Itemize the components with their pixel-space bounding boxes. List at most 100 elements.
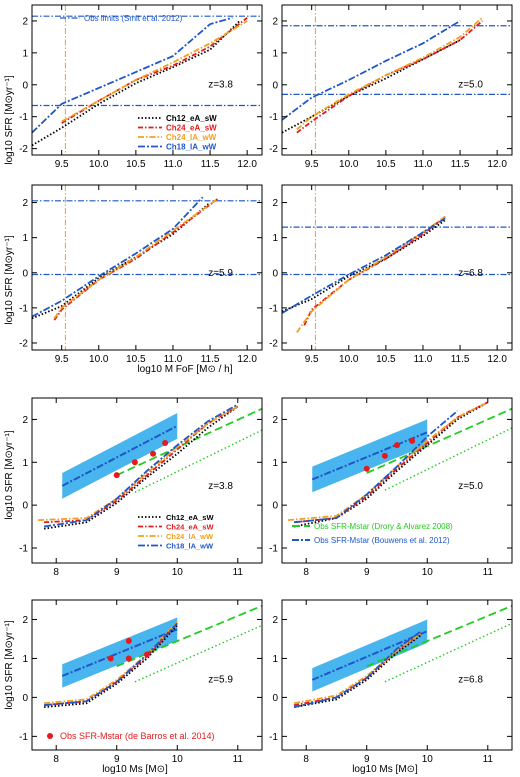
series-Ch24_lA_wW (53, 198, 219, 319)
redshift-label: z=3.8 (208, 481, 233, 492)
x-tick-label: 9 (114, 754, 120, 765)
panel-frame (281, 397, 513, 564)
series-Ch24_lA_wW (293, 632, 422, 705)
series-Ch12_eA_sW (293, 634, 422, 709)
top-ylabel-2: log10 SFR [M⊙yr⁻¹] (4, 235, 15, 324)
y-tick-label: 0 (272, 268, 278, 279)
series-Ch24_lA_wW (296, 215, 446, 333)
x-tick-label: 10.5 (376, 354, 396, 365)
x-tick-label: 9.5 (55, 159, 69, 170)
y-tick-label: -2 (269, 338, 278, 349)
x-tick-label: 11.0 (414, 159, 433, 170)
drory-line (116, 605, 262, 668)
obs-point (363, 465, 370, 472)
y-tick-label: -1 (269, 544, 278, 555)
series-Ch12_eA_sW (282, 39, 461, 134)
y-tick-label: 1 (272, 233, 278, 244)
chart-panel-6: 8 9 10 11 -1 0 1 2 z=5.0 (269, 397, 513, 578)
series-Ch24_eA_sW (303, 215, 446, 326)
y-tick-label: 2 (22, 16, 28, 27)
series-Ch12_eA_sW (43, 405, 239, 530)
x-tick-label: 11.0 (164, 159, 183, 170)
plot-area (282, 185, 512, 350)
redshift-label: z=5.9 (208, 675, 233, 686)
obs-point (394, 442, 400, 449)
y-tick-label: 1 (272, 654, 278, 665)
legends: Obs limits (Smit et al. 2012)Ch12_eA_sWC… (47, 14, 453, 741)
obs-point (113, 472, 120, 479)
redshift-label: z=6.8 (458, 268, 483, 279)
y-tick-label: -1 (19, 303, 28, 314)
bottom-xlabel-2: log10 Ms [M⊙] (352, 764, 418, 775)
chart-panel-7: 8 9 10 11 -1 0 1 2 z=5.9 (19, 599, 263, 765)
x-tick-label: 10.0 (339, 354, 359, 365)
bouwens-line (61, 424, 178, 487)
drory-line (116, 407, 262, 476)
drory-line (366, 605, 512, 668)
y-tick-label: 0 (272, 501, 278, 512)
y-tick-label: -1 (19, 112, 28, 123)
x-tick-label: 8 (53, 567, 59, 578)
y-tick-label: 1 (22, 233, 28, 244)
legend-Ch24_lA_wW: Ch24_lA_wW (166, 532, 214, 541)
top-xlabel: log10 M FoF [M⊙ / h] (137, 364, 232, 375)
x-tick-label: 11 (483, 754, 494, 765)
x-tick-label: 12.0 (237, 354, 257, 365)
y-tick-label: 2 (22, 198, 28, 209)
redshift-label: z=5.0 (458, 80, 483, 91)
y-tick-label: 0 (22, 80, 28, 91)
x-tick-label: 10 (172, 754, 184, 765)
x-tick-label: 11 (233, 754, 244, 765)
x-tick-label: 12.0 (237, 159, 257, 170)
bouwens-band (62, 413, 178, 499)
obs-point (409, 437, 416, 444)
chart-panel-2: 9.5 10.0 10.5 11.0 11.5 12.0 -2 -1 0 1 2 z=5.0 (269, 4, 513, 170)
panel-frame (281, 4, 513, 156)
obs-point (162, 440, 169, 446)
chart-panel-5: 8 9 10 11 -1 0 1 2 z=3.8 (19, 397, 263, 578)
x-tick-label: 11 (233, 567, 244, 578)
x-tick-label: 10 (422, 567, 434, 578)
x-tick-label: 11.0 (414, 354, 433, 365)
y-tick-label: 2 (272, 615, 278, 626)
x-tick-label: 11 (483, 567, 494, 578)
drory-dotted-line (384, 622, 512, 683)
chart-panel-8: 8 9 10 11 -1 0 1 2 z=6.8 (269, 599, 513, 765)
plot-area (44, 605, 262, 709)
bottom-xlabel-1: log10 Ms [M⊙] (102, 764, 168, 775)
y-tick-label: -2 (19, 338, 28, 349)
panel-frame (31, 397, 263, 564)
chart-panel-1: 9.5 10.0 10.5 11.0 11.5 12.0 -2 -1 0 1 2 z=3.8 (19, 4, 263, 170)
x-tick-label: 9 (364, 754, 370, 765)
x-tick-label: 10.5 (376, 159, 396, 170)
x-tick-label: 10.0 (89, 354, 109, 365)
y-tick-label: -1 (19, 544, 28, 555)
panel-frame (281, 184, 513, 351)
chart-panel-3: 9.5 10.0 10.5 11.0 11.5 12.0 -2 -1 0 1 2 z=5.9 (19, 184, 263, 365)
y-tick-label: 1 (272, 48, 278, 59)
series-Ch18_lA_wW (282, 20, 461, 121)
x-tick-label: 10.5 (126, 354, 146, 365)
bottom-ylabel-1: log10 SFR [M⊙yr⁻¹] (4, 430, 15, 519)
legend-Ch24_eA_sW: Ch24_eA_sW (166, 124, 217, 133)
bottom-ylabel-2: log10 SFR [M⊙yr⁻¹] (4, 620, 15, 709)
x-tick-label: 8 (53, 754, 59, 765)
drory-line (366, 407, 512, 474)
y-tick-label: 0 (272, 80, 278, 91)
legend-Ch18_lA_wW: Ch18_lA_wW (166, 143, 217, 152)
series-Ch18_lA_wW (294, 410, 459, 524)
legend-debarros-swatch (47, 733, 53, 739)
y-tick-label: 0 (272, 693, 278, 704)
x-tick-label: 11.0 (164, 354, 183, 365)
y-tick-label: 0 (22, 501, 28, 512)
series-Ch24_lA_wW (296, 17, 483, 131)
y-tick-label: 2 (22, 415, 28, 426)
debarros-point (125, 637, 132, 644)
legend-bouwens: Obs SFR-Mstar (Bouwens et al. 2012) (314, 536, 450, 545)
series-Ch18_lA_wW (282, 217, 446, 314)
series-Ch24_lA_wW (44, 620, 178, 705)
y-tick-label: 1 (22, 48, 28, 59)
legend-Ch24_eA_sW: Ch24_eA_sW (166, 523, 214, 532)
top-ylabel-1: log10 SFR [M⊙yr⁻¹] (4, 75, 15, 164)
panel-frame (31, 184, 263, 351)
